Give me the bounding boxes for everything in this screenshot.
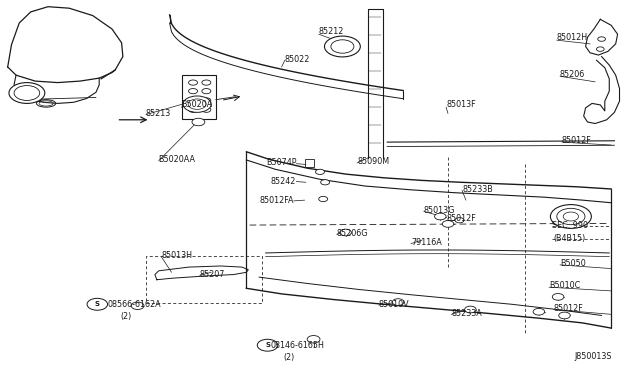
Circle shape [324,36,360,57]
Text: B5050: B5050 [560,259,586,268]
Text: S: S [265,342,270,348]
Circle shape [392,299,404,305]
Text: 85207: 85207 [200,270,225,279]
Text: 85212: 85212 [319,27,344,36]
Circle shape [189,107,198,112]
Circle shape [131,302,144,310]
Circle shape [552,294,564,300]
Text: 85090M: 85090M [357,157,389,166]
Bar [305,159,314,167]
Circle shape [202,80,211,85]
Circle shape [183,96,211,112]
Circle shape [319,196,328,202]
Text: 85012F: 85012F [554,304,583,312]
Circle shape [316,169,324,174]
Text: B5010C: B5010C [549,281,580,290]
Text: (2): (2) [283,353,294,362]
Text: (2): (2) [120,312,132,321]
Circle shape [557,208,585,225]
Text: 85012F: 85012F [562,136,591,145]
Bar [182,75,216,119]
Text: 85012H: 85012H [557,33,588,42]
Circle shape [596,47,604,51]
Circle shape [331,40,354,53]
Circle shape [550,205,591,228]
Text: 85013H: 85013H [161,251,192,260]
Text: 85022: 85022 [285,55,310,64]
Text: S: S [95,301,100,307]
Text: B5074P: B5074P [266,158,296,167]
Text: 85206G: 85206G [337,229,368,238]
Circle shape [598,37,605,41]
Text: 85012F: 85012F [446,214,476,223]
Circle shape [202,107,211,112]
Circle shape [87,298,108,310]
Circle shape [189,80,198,85]
Circle shape [9,83,45,103]
Text: B5020AA: B5020AA [159,155,196,164]
Text: B5020A: B5020A [181,100,212,109]
Circle shape [307,336,320,343]
Circle shape [202,89,211,94]
Bar [146,256,262,303]
Text: 85242: 85242 [271,177,296,186]
Circle shape [189,89,198,94]
Text: 08566-6162A: 08566-6162A [108,300,161,309]
Circle shape [192,118,205,126]
Ellipse shape [36,100,56,107]
Text: J850013S: J850013S [575,352,612,361]
Ellipse shape [39,101,53,106]
Circle shape [559,312,570,319]
Circle shape [340,229,351,236]
Text: 85213: 85213 [146,109,171,118]
Circle shape [563,212,579,221]
Circle shape [257,339,278,351]
Circle shape [455,218,464,223]
Text: 85013F: 85013F [446,100,476,109]
Circle shape [533,308,545,315]
Circle shape [189,98,198,103]
Circle shape [14,86,40,100]
Circle shape [442,221,454,227]
Text: 85233B: 85233B [462,185,493,194]
Text: 85010V: 85010V [379,300,410,309]
Circle shape [202,98,211,103]
Text: SEC. 990: SEC. 990 [552,221,588,230]
Text: 85206: 85206 [560,70,585,79]
Text: 79116A: 79116A [411,238,442,247]
Text: 08146-6165H: 08146-6165H [270,341,324,350]
Text: 85012FA: 85012FA [259,196,294,205]
Circle shape [188,99,206,109]
Text: 85013G: 85013G [424,206,455,215]
Text: (B4B15): (B4B15) [553,234,585,243]
Circle shape [321,180,330,185]
Circle shape [435,213,446,220]
Text: 85233A: 85233A [451,309,482,318]
Circle shape [465,306,476,313]
